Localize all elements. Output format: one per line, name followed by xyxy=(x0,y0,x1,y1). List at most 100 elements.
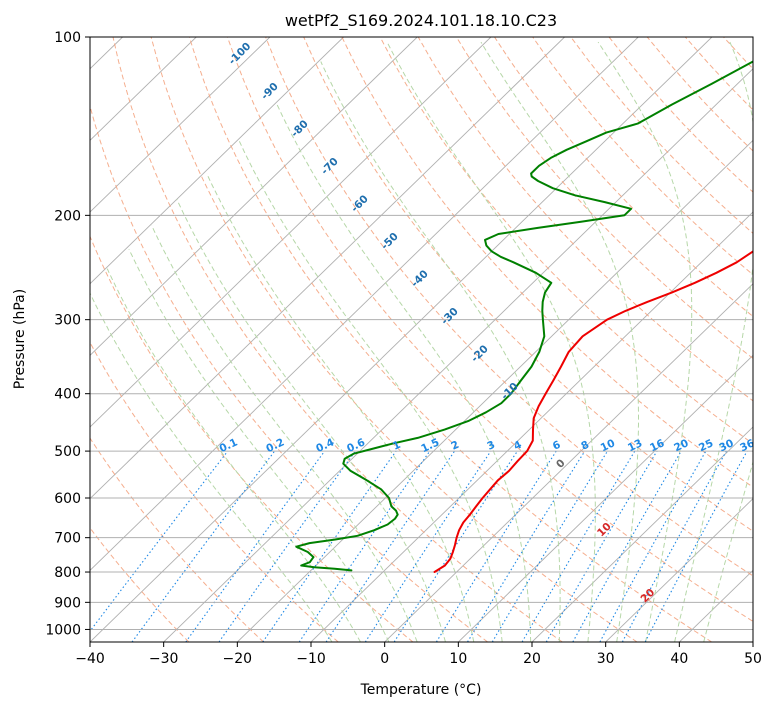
mixing-ratio-label: 2 xyxy=(449,439,461,453)
mixing-ratio-line xyxy=(325,450,456,642)
dry-adiabat-label: -60 xyxy=(349,193,371,215)
y-tick-label: 1000 xyxy=(45,622,81,638)
line-labels: 0.1 0.2 0.4 0.6 1 1.5 2 3 4 6 8 10 13 16 20 25 30 36-100-… xyxy=(218,40,753,605)
y-axis-label: Pressure (hPa) xyxy=(12,289,28,389)
mixing-ratio-line xyxy=(90,450,229,633)
x-tick-label: −10 xyxy=(296,651,326,667)
x-tick-label: 0 xyxy=(380,651,389,667)
dry-adiabat-line xyxy=(646,37,753,152)
moist-adiabat-line xyxy=(320,61,561,642)
x-axis-label: Temperature (°C) xyxy=(360,682,482,698)
mixing-ratio-label: 0.1 xyxy=(218,436,240,455)
dry-adiabat-line xyxy=(90,104,488,642)
moist-adiabat-line xyxy=(276,104,532,642)
isotherm-line xyxy=(90,37,565,500)
dry-adiabat-line xyxy=(150,37,638,642)
x-tick-label: 10 xyxy=(449,651,467,667)
mixing-ratio-label: 1.5 xyxy=(419,436,441,455)
dry-adiabat-line xyxy=(226,37,753,623)
y-tick-label: 100 xyxy=(54,30,81,46)
mixing-ratio-line xyxy=(644,450,748,642)
moist-adiabat-line xyxy=(480,41,639,642)
background-lines xyxy=(90,37,775,642)
chart-title: wetPf2_S169.2024.101.18.10.C23 xyxy=(285,11,557,31)
x-tick-label: 50 xyxy=(744,651,762,667)
moist-adiabat-line xyxy=(674,41,753,642)
x-tick-label: −20 xyxy=(223,651,253,667)
dry-adiabat-label: -40 xyxy=(409,268,431,290)
dry-adiabat-line xyxy=(188,37,712,642)
mixing-ratio-line xyxy=(218,450,356,642)
mixing-ratio-line xyxy=(298,450,431,642)
mixing-ratio-label: 8 xyxy=(579,439,591,453)
mixing-ratio-label: 3 xyxy=(485,439,497,453)
mixing-ratio-label: 16 xyxy=(648,437,666,454)
mixing-ratio-line xyxy=(545,450,658,642)
mixing-ratio-line xyxy=(393,450,518,642)
isotherm-line xyxy=(384,283,753,642)
isotherm-line xyxy=(90,37,639,571)
dry-adiabat-label: -90 xyxy=(259,80,281,102)
mixing-ratio-label: 13 xyxy=(626,437,644,454)
mixing-ratio-label: 1 xyxy=(391,439,403,453)
isotherm-line xyxy=(90,37,344,285)
mixing-ratio-label: 10 xyxy=(599,437,617,454)
mixing-ratio-label: 0.6 xyxy=(345,436,367,455)
dry-adiabat-label: -70 xyxy=(319,155,341,177)
mixing-ratio-line xyxy=(364,450,492,642)
y-tick-label: 500 xyxy=(54,444,81,460)
isotherm-line xyxy=(679,569,753,642)
dry-adiabat-label: -20 xyxy=(469,343,491,365)
isotherm-line xyxy=(90,37,418,356)
dry-adiabat-line xyxy=(417,37,753,402)
mixing-ratio-label: 0.2 xyxy=(264,436,286,455)
temperature-trace xyxy=(433,250,753,573)
isotherm-line xyxy=(90,37,492,428)
dry-adiabat-line xyxy=(90,527,190,642)
mixing-ratio-line xyxy=(185,450,326,642)
dry-adiabat-line xyxy=(455,37,753,360)
moist-adiabat-line xyxy=(597,41,693,642)
isotherm-line xyxy=(531,426,753,642)
dry-adiabat-line xyxy=(90,341,339,642)
dry-adiabat-line xyxy=(265,37,753,577)
x-axis: −40 −30 −20 −10 0 10 20 30 40 50 xyxy=(75,642,762,667)
dry-adiabat-line xyxy=(762,37,775,642)
mixing-ratio-line xyxy=(599,450,707,642)
plot-frame xyxy=(89,36,754,643)
dry-adiabat-line xyxy=(303,37,753,532)
moist-adiabat-line xyxy=(151,225,418,642)
dry-adiabat-line xyxy=(90,235,414,642)
moist-adiabat-line xyxy=(206,173,475,642)
mixing-ratio-line xyxy=(467,450,586,642)
y-tick-label: 200 xyxy=(54,208,81,224)
dry-adiabat-line xyxy=(90,437,264,642)
moist-adiabat-line xyxy=(703,460,753,642)
y-axis: 100 200 300 400 500 600 700 800 900 1000 xyxy=(45,30,90,638)
isotherm-line xyxy=(605,498,753,642)
y-tick-label: 900 xyxy=(54,595,81,611)
mixing-ratio-label: 25 xyxy=(697,437,715,454)
dry-adiabat-line xyxy=(570,37,753,234)
isotherm-line xyxy=(90,37,197,142)
dewpoint-trace xyxy=(295,60,753,572)
y-tick-label: 300 xyxy=(54,313,81,329)
moist-adiabat-line xyxy=(90,292,333,642)
mixing-ratio-line xyxy=(621,450,727,642)
dry-adiabat-label: -30 xyxy=(439,305,461,327)
dry-adiabat-label: -50 xyxy=(379,230,401,252)
moist-adiabat-line xyxy=(128,248,390,642)
isotherm-line xyxy=(458,354,753,642)
mixing-ratio-label: 4 xyxy=(512,439,524,453)
isotherm-line xyxy=(90,37,271,213)
mixing-ratio-line xyxy=(491,450,608,642)
moist-adiabat-line xyxy=(176,199,446,642)
y-tick-label: 600 xyxy=(54,491,81,507)
isotherm-line xyxy=(90,37,713,642)
sounding-traces xyxy=(295,60,753,573)
y-tick-label: 800 xyxy=(54,565,81,581)
isotherm-line xyxy=(237,139,753,642)
mixing-ratio-label: 20 xyxy=(672,437,690,454)
y-tick-label: 700 xyxy=(54,531,81,547)
